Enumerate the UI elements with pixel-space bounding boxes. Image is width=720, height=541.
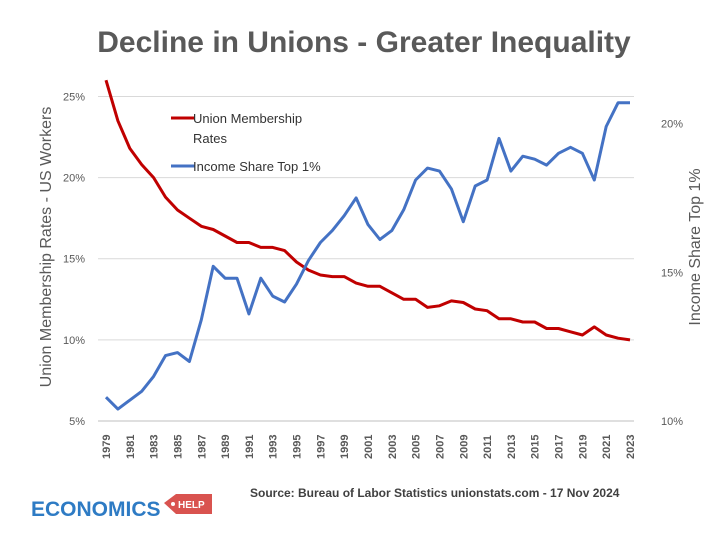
x-tick-label: 1993 <box>268 435 280 459</box>
left-axis-ticks: 5% 10% 15% 20% 25% <box>63 91 85 428</box>
source-note: Source: Bureau of Labor Statistics union… <box>250 486 620 500</box>
x-tick-label: 2015 <box>530 435 542 459</box>
y-axis-label: Union Membership Rates - US Workers <box>38 107 55 388</box>
grid <box>98 95 634 341</box>
x-tick-label: 1999 <box>339 435 351 459</box>
x-tick-label: 2005 <box>411 435 423 459</box>
x-tick-label: 1995 <box>292 435 304 459</box>
x-tick-label: 1991 <box>244 435 256 459</box>
x-tick-label: 1981 <box>125 435 137 459</box>
y2-axis-label: Income Share Top 1% <box>687 168 704 325</box>
y-tick-label: 25% <box>63 91 85 103</box>
x-tick-label: 2007 <box>434 435 446 459</box>
right-axis-ticks: 10% 15% 20% <box>661 119 683 429</box>
logo-text: ECONOMICS <box>31 498 161 521</box>
x-tick-label: 2001 <box>363 435 375 459</box>
legend-label-union-line1: Union Membership <box>193 111 302 126</box>
x-tick-label: 1997 <box>315 435 327 459</box>
y2-tick-label: 15% <box>661 267 683 279</box>
y2-tick-label: 10% <box>661 416 683 428</box>
x-tick-label: 2003 <box>387 435 399 459</box>
x-tick-label: 2009 <box>458 435 470 459</box>
x-tick-label: 2013 <box>506 435 518 459</box>
x-tick-label: 2019 <box>577 435 589 459</box>
legend-label-income: Income Share Top 1% <box>193 159 321 174</box>
y-tick-label: 10% <box>63 335 85 347</box>
x-tick-label: 2021 <box>601 435 613 459</box>
chart-title: Decline in Unions - Greater Inequality <box>97 26 631 59</box>
legend-label-union-line2: Rates <box>193 131 227 146</box>
logo-badge-text: HELP <box>178 500 205 511</box>
x-tick-label: 2017 <box>554 435 566 459</box>
x-tick-label: 1983 <box>149 435 161 459</box>
x-tick-label: 2011 <box>482 435 494 459</box>
union-membership-line <box>104 79 631 342</box>
y-tick-label: 5% <box>69 416 85 428</box>
logo-badge-dot <box>171 502 175 506</box>
x-tick-label: 1987 <box>196 435 208 459</box>
x-tick-label: 1989 <box>220 435 232 459</box>
logo-badge-shape <box>164 494 212 514</box>
x-axis-ticks: 1979 1981 1983 1985 1987 1989 1991 1993 1995 1997… <box>101 435 637 459</box>
x-tick-label: 1985 <box>172 435 184 459</box>
logo: ECONOMICS HELP <box>31 494 212 521</box>
x-tick-label: 2023 <box>625 435 637 459</box>
income-share-line <box>104 101 630 411</box>
legend: Union Membership Rates Income Share Top … <box>171 111 321 174</box>
y2-tick-label: 20% <box>661 119 683 131</box>
y-tick-label: 20% <box>63 173 85 185</box>
y-tick-label: 15% <box>63 254 85 266</box>
x-tick-label: 1979 <box>101 435 113 459</box>
